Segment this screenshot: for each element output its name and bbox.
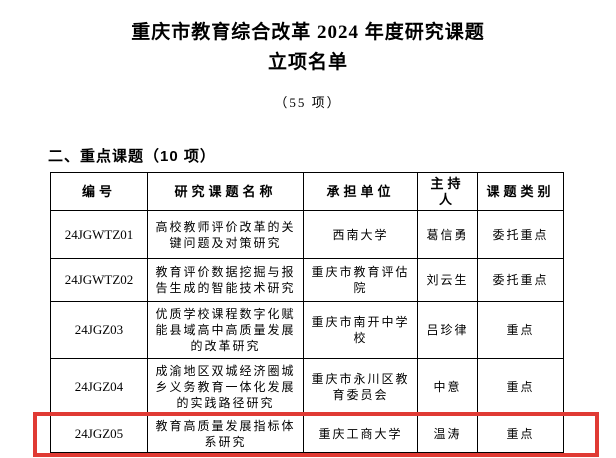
- table-row: 24JGWTZ01 高校教师评价改革的关键问题及对策研究 西南大学 葛信勇 委托重点: [50, 210, 564, 259]
- cell-leader: 葛信勇: [417, 210, 478, 259]
- column-header-1: 研究课题名称: [147, 172, 304, 211]
- page-title-line1: 重庆市教育综合改革 2024 年度研究课题: [131, 22, 485, 43]
- cell-category: 重点: [477, 415, 564, 453]
- table-row: 24JGZ04 成渝地区双城经济圈城乡义务教育一体化发展的实践路径研究 重庆市永川区…: [50, 358, 564, 416]
- table-body: 24JGWTZ01 高校教师评价改革的关键问题及对策研究 西南大学 葛信勇 委托重点 24…: [50, 210, 564, 453]
- cell-title: 优质学校课程数字化赋能县域高中高质量发展的改革研究: [147, 301, 304, 359]
- table-row: 24JGWTZ02 教育评价数据挖掘与报告生成的智能技术研究 重庆市教育评估院 刘云生…: [50, 258, 564, 302]
- cell-id: 24JGZ03: [50, 301, 148, 359]
- column-header-3: 主持人: [417, 172, 478, 211]
- cell-org: 重庆工商大学: [303, 415, 418, 453]
- cell-org: 重庆市教育评估院: [303, 258, 418, 302]
- cell-title: 成渝地区双城经济圈城乡义务教育一体化发展的实践路径研究: [147, 358, 304, 416]
- project-table: 编号 研究课题名称 承担单位 主持人 课题类别 24JGWTZ01 高校教师评价改革的关键…: [50, 172, 564, 453]
- table-header-row: 编号 研究课题名称 承担单位 主持人 课题类别: [50, 172, 564, 211]
- table-row: 24JGZ05 教育高质量发展指标体系研究 重庆工商大学 温涛 重点: [50, 415, 564, 453]
- column-header-0: 编号: [50, 172, 148, 211]
- cell-id: 24JGWTZ01: [50, 210, 148, 259]
- cell-category: 委托重点: [477, 258, 564, 302]
- cell-id: 24JGWTZ02: [50, 258, 148, 302]
- cell-id: 24JGZ05: [50, 415, 148, 453]
- column-header-4: 课题类别: [477, 172, 564, 211]
- column-header-2: 承担单位: [303, 172, 418, 211]
- cell-leader: 中意: [417, 358, 478, 416]
- page-title: 重庆市教育综合改革 2024 年度研究课题 立项名单: [0, 18, 616, 78]
- page-title-line2: 立项名单: [267, 52, 348, 73]
- cell-org: 西南大学: [303, 210, 418, 259]
- cell-category: 重点: [477, 301, 564, 359]
- cell-org: 重庆市永川区教育委员会: [303, 358, 418, 416]
- section-heading: 二、重点课题（10 项）: [48, 148, 216, 165]
- cell-category: 重点: [477, 358, 564, 416]
- cell-org: 重庆市南开中学校: [303, 301, 418, 359]
- cell-category: 委托重点: [477, 210, 564, 259]
- cell-leader: 吕珍律: [417, 301, 478, 359]
- project-count-subtitle: （55 项）: [274, 95, 342, 110]
- cell-title: 教育评价数据挖掘与报告生成的智能技术研究: [147, 258, 304, 302]
- cell-id: 24JGZ04: [50, 358, 148, 416]
- cell-title: 高校教师评价改革的关键问题及对策研究: [147, 210, 304, 259]
- cell-title: 教育高质量发展指标体系研究: [147, 415, 304, 453]
- table-row: 24JGZ03 优质学校课程数字化赋能县域高中高质量发展的改革研究 重庆市南开中学校…: [50, 301, 564, 359]
- cell-leader: 刘云生: [417, 258, 478, 302]
- cell-leader: 温涛: [417, 415, 478, 453]
